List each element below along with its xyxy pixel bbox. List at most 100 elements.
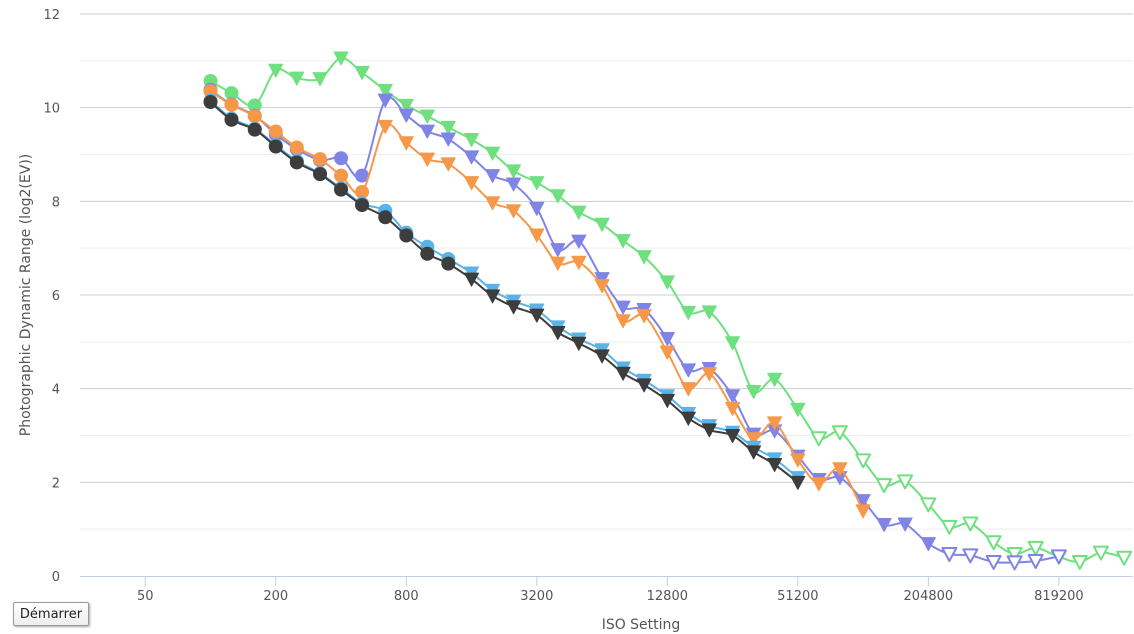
data-point-triangle [790, 402, 806, 417]
data-point-triangle [594, 279, 610, 294]
data-point-triangle [529, 228, 545, 243]
x-axis: 50 200 800 3200 12800 51200 204800 819200 [80, 576, 1133, 604]
series-5 [203, 95, 806, 490]
data-point-triangle [832, 462, 848, 477]
start-button[interactable]: Démarrer [13, 602, 89, 626]
data-point-triangle [529, 308, 545, 323]
data-point-triangle [659, 332, 675, 347]
data-point-triangle [615, 300, 631, 315]
data-point-triangle [594, 349, 610, 364]
data-point-triangle [680, 382, 696, 397]
y-tick-label: 12 [43, 8, 60, 23]
data-point-triangle-open [1116, 550, 1133, 566]
data-point-circle [224, 112, 239, 127]
data-point-triangle [529, 201, 545, 216]
data-point-triangle [419, 152, 435, 167]
data-point-circle [224, 97, 239, 112]
data-point-triangle [855, 494, 871, 509]
data-point-triangle [485, 169, 501, 184]
data-point-triangle [419, 109, 435, 124]
data-point-triangle [506, 177, 522, 192]
data-point-circle [420, 246, 435, 261]
series-1 [203, 51, 1133, 570]
data-point-triangle [701, 367, 717, 382]
data-point-triangle [571, 336, 587, 351]
data-point-circle [224, 86, 239, 101]
data-point-triangle [876, 517, 892, 532]
data-point-triangle-open [1092, 545, 1109, 561]
data-point-triangle [594, 217, 610, 232]
data-point-triangle-open [1027, 554, 1044, 570]
data-point-triangle [333, 51, 349, 66]
data-point-triangle [354, 66, 370, 81]
x-tick-label: 12800 [647, 589, 688, 604]
data-point-triangle-open [941, 519, 958, 535]
data-point-triangle [377, 119, 393, 134]
data-point-circle [203, 95, 218, 110]
data-point-triangle [615, 314, 631, 329]
data-point-triangle [485, 196, 501, 211]
y-tick-label: 6 [52, 289, 60, 304]
data-point-triangle [725, 389, 741, 404]
data-point-triangle-open [941, 546, 958, 562]
data-point-triangle [485, 146, 501, 161]
data-point-triangle [746, 445, 762, 460]
data-point-triangle [659, 275, 675, 290]
x-tick-label: 51200 [777, 589, 818, 604]
data-point-triangle [398, 108, 414, 123]
data-point-triangle [659, 393, 675, 408]
data-point-circle [355, 184, 370, 199]
series-line [209, 89, 1060, 564]
data-point-triangle [377, 93, 393, 108]
data-point-triangle [485, 289, 501, 304]
data-point-triangle [529, 176, 545, 191]
data-point-triangle [419, 124, 435, 139]
data-point-triangle [440, 132, 456, 147]
data-point-triangle-open [985, 554, 1002, 570]
y-tick-label: 8 [52, 195, 60, 210]
data-point-triangle [268, 63, 284, 78]
data-point-triangle [811, 477, 827, 492]
data-point-triangle [377, 83, 393, 98]
data-point-triangle [464, 133, 480, 148]
data-point-triangle-open [985, 535, 1002, 551]
y-tick-label: 10 [43, 102, 60, 117]
y-tick-label: 2 [52, 476, 60, 491]
data-point-triangle [790, 453, 806, 468]
y-tick-label: 4 [52, 383, 60, 398]
grid-lines [80, 13, 1133, 530]
data-point-triangle-open [897, 474, 914, 490]
x-tick-label: 200 [263, 589, 288, 604]
data-point-triangle-open [1071, 554, 1088, 570]
data-point-triangle [855, 504, 871, 519]
data-point-circle [355, 198, 370, 213]
data-point-triangle [464, 176, 480, 191]
x-tick-label: 819200 [1034, 589, 1084, 604]
data-point-circle [399, 228, 414, 243]
data-point-triangle [571, 205, 587, 220]
data-point-triangle [680, 305, 696, 320]
x-tick-label: 204800 [904, 589, 954, 604]
series-line [209, 101, 799, 484]
data-point-triangle [920, 537, 936, 552]
data-point-triangle [636, 250, 652, 265]
data-point-circle [313, 152, 328, 167]
data-point-triangle-open [1027, 540, 1044, 556]
data-point-triangle-open [855, 453, 872, 469]
data-point-triangle [725, 429, 741, 443]
data-point-circle [247, 122, 262, 137]
data-point-triangle [636, 309, 652, 324]
data-point-triangle [701, 305, 717, 320]
data-point-triangle [440, 120, 456, 135]
y-tick-label: 0 [52, 570, 60, 585]
data-point-triangle [767, 458, 783, 473]
data-point-triangle [464, 272, 480, 287]
data-point-circle [334, 168, 349, 183]
data-point-triangle [746, 432, 762, 447]
data-point-circle [313, 167, 328, 182]
series-layer [203, 51, 1133, 571]
data-point-triangle [636, 378, 652, 393]
data-point-triangle-open [876, 478, 893, 494]
data-point-triangle-open [962, 548, 979, 564]
